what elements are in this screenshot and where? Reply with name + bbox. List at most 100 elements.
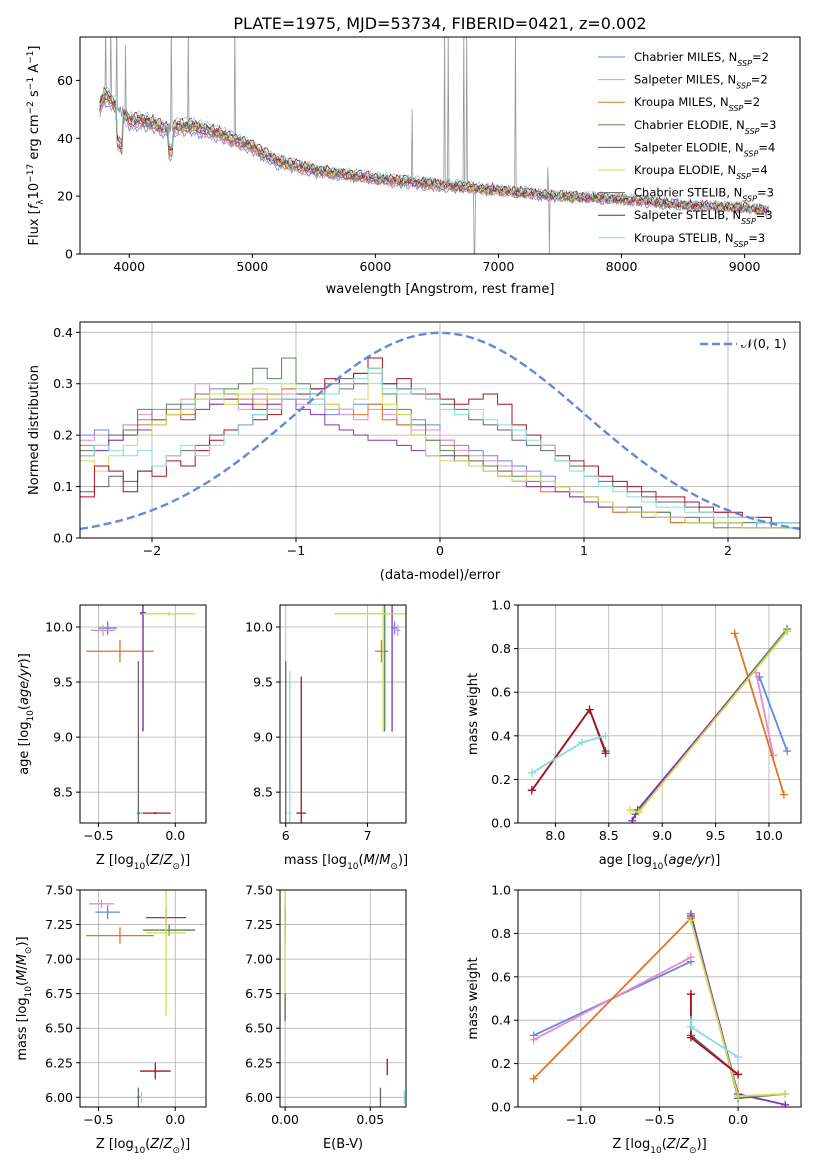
massweight-vs-age-ytick-label: 0.2 (491, 772, 511, 787)
massweight-vs-age-series-line (733, 633, 785, 795)
massweight-vs-Z-plot-area (529, 909, 790, 1107)
massweight-vs-Z-series-line (690, 1020, 739, 1058)
spectrum-xtick-label: 4000 (113, 259, 145, 274)
age-vs-mass-xlabel-part: ( (359, 853, 364, 868)
mass-vs-EBV-ytick-label: 6.25 (245, 1055, 273, 1070)
mass-vs-Z-errorbar (139, 1091, 143, 1103)
spectrum-ylabel-part: λ (36, 199, 46, 205)
mass-vs-Z-errorbar (139, 1062, 171, 1080)
massweight-vs-Z-xlabel-part: )] (697, 1137, 707, 1152)
mass-vs-Z-ylabel: mass [log10(M/M⊙)] (15, 936, 34, 1060)
massweight-vs-Z-marker (686, 990, 695, 999)
massweight-vs-age-marker (527, 768, 536, 777)
spectrum-ylabel-part: −2 (26, 101, 36, 114)
legend-entry: Salpeter ELODIE, NSSP=4 (634, 140, 775, 158)
massweight-vs-age-marker (634, 808, 643, 817)
massweight-vs-Z-ytick-label: 0.6 (491, 969, 511, 984)
legend-entry-sub: SSP (741, 217, 756, 226)
mass-vs-Z-ylabel-part: )] (15, 936, 30, 946)
massweight-vs-Z-marker (734, 1092, 743, 1101)
mass-vs-Z-ytick-label: 6.00 (45, 1090, 73, 1105)
residuals-xtick-label: −2 (143, 543, 161, 558)
residuals-ytick-label: 0.2 (53, 428, 73, 443)
massweight-vs-Z-xlabel: Z [log10(Z/Z⊙)] (612, 1137, 706, 1156)
mass-vs-Z-ylabel-part: ( (15, 981, 30, 986)
massweight-vs-Z-xtick-label: 0.0 (728, 1112, 748, 1127)
massweight-vs-Z-marker (529, 1035, 538, 1044)
age-vs-mass-xlabel-part: / (375, 853, 380, 868)
spectrum-ytick-label: 0 (65, 247, 73, 262)
age-vs-Z-xlabel: Z [log10(Z/Z⊙)] (96, 853, 190, 872)
residuals-ytick-label: 0.3 (53, 376, 73, 391)
legend-entry: Kroupa STELIB, NSSP=3 (634, 231, 765, 249)
mass-vs-Z-xlabel-part: Z [log (96, 1137, 134, 1152)
massweight-vs-age-xtick-label: 9.5 (706, 828, 726, 843)
massweight-vs-age-xtick-label: 8.0 (545, 828, 565, 843)
mass-vs-Z-xlabel-part: ⊙ (172, 1146, 180, 1156)
massweight-vs-age-ytick-label: 0.4 (491, 728, 511, 743)
spectrum-ylabel-part: erg cm (27, 114, 42, 163)
spectrum-series-line (99, 86, 769, 212)
massweight-vs-age-marker (626, 805, 635, 814)
mass-vs-Z-errorbar (136, 1087, 140, 1107)
legend-entry-value: =2 (751, 73, 768, 87)
legend-entry-sub: SSP (742, 194, 757, 203)
mass-vs-Z-ytick-label: 7.00 (45, 952, 73, 967)
residuals-ytick-label: 0.1 (53, 479, 73, 494)
spectrum-ylabel-part: ] (27, 46, 42, 51)
age-vs-Z-xlabel-part: ⊙ (172, 862, 180, 872)
mass-vs-Z-xlabel-part: Z (163, 1137, 174, 1152)
age-vs-Z-ylabel: age [log10(age/yr)] (17, 653, 36, 775)
age-vs-mass-xtick-label: 6 (282, 828, 290, 843)
massweight-vs-age-marker (527, 786, 536, 795)
residuals-panel: −2 −1 0 1 2 0.0 0.1 0.2 0.3 0.4 (data-model)/error… (27, 321, 801, 583)
massweight-vs-age-xlabel-part: )] (710, 853, 720, 868)
spectrum-ytick-label: 40 (57, 131, 73, 146)
spectrum-xtick-label: 8000 (606, 259, 638, 274)
massweight-vs-age-panel: 8.0 8.5 9.0 9.5 10.0 0.0 0.2 0.4 0.6 0.8 1.0 age [l… (466, 598, 802, 872)
massweight-vs-Z-panel: −1.0 −0.5 0.00.00.20.40.60.81.0Z [log10(Z/… (466, 883, 802, 1156)
massweight-vs-age-marker (730, 629, 739, 638)
legend-entry-name: Chabrier ELODIE, N (634, 118, 745, 132)
residuals-ylabel: Normed distribution (27, 365, 42, 495)
mass-vs-Z-panel: −0.5 0.0 6.00 6.25 6.50 6.75 7.00 7.25 7.50 Z [lo… (15, 883, 207, 1156)
spectrum-xlabel: wavelength [Angstrom, rest frame] (326, 282, 555, 297)
mass-vs-EBV-xlabel: E(B-V) (323, 1137, 363, 1152)
legend-entry: Chabrier STELIB, NSSP=3 (634, 186, 774, 204)
massweight-vs-Z-xlabel-part: Z [log (612, 1137, 650, 1152)
residuals-xtick-label: 0 (436, 543, 444, 558)
massweight-vs-Z-series-line (533, 917, 692, 1080)
age-vs-Z-ytick-label: 9.5 (53, 675, 73, 690)
spectrum-xtick-label: 6000 (359, 259, 391, 274)
spectrum-frame (79, 36, 801, 255)
age-vs-Z-errorbar (143, 611, 196, 617)
legend-entry-sub: SSP (736, 81, 751, 90)
age-vs-mass-xlabel-part: M (379, 853, 390, 868)
legend-entry-name: Chabrier STELIB, N (634, 186, 742, 200)
residuals-ytick-label: 0.0 (53, 531, 73, 546)
legend-entry-sub: SSP (737, 59, 752, 68)
massweight-vs-age-marker (783, 627, 792, 636)
massweight-vs-Z-ylabel: mass weight (466, 957, 481, 1039)
spectrum-panel: 4000 5000 6000 7000 8000 9000 0 20 40 60 wavelengt… (26, 36, 801, 297)
residuals-xtick-label: −1 (287, 543, 305, 558)
age-vs-mass-xlabel-part: 10 (347, 862, 359, 872)
massweight-vs-Z-marker (686, 1022, 695, 1031)
age-vs-mass-errorbar (374, 640, 388, 663)
mass-vs-Z-ytick-label: 7.25 (45, 917, 73, 932)
massweight-vs-age-xtick-label: 8.5 (599, 828, 619, 843)
age-vs-Z-ylabel-part: ( (17, 705, 32, 710)
massweight-vs-Z-xlabel-part: Z (679, 1137, 690, 1152)
massweight-vs-Z-xlabel-part: Z (666, 1137, 677, 1152)
age-vs-Z-ytick-label: 10.0 (45, 620, 73, 635)
massweight-vs-age-ytick-label: 0.6 (491, 685, 511, 700)
mass-vs-EBV-panel: 0.00 0.05 6.00 6.25 6.50 6.75 7.00 7.25 7.50 E(B-… (245, 883, 407, 1152)
legend-entry-value: =3 (760, 118, 777, 132)
massweight-vs-Z-xlabel-part: ( (662, 1137, 667, 1152)
spectrum-series-line (99, 97, 770, 215)
mass-vs-Z-xtick-label: −0.5 (83, 1112, 113, 1127)
age-vs-Z-xlabel-part: Z [log (96, 853, 134, 868)
legend-entry: Salpeter STELIB, NSSP=3 (634, 208, 773, 226)
mass-vs-EBV-ytick-label: 6.50 (245, 1021, 273, 1036)
